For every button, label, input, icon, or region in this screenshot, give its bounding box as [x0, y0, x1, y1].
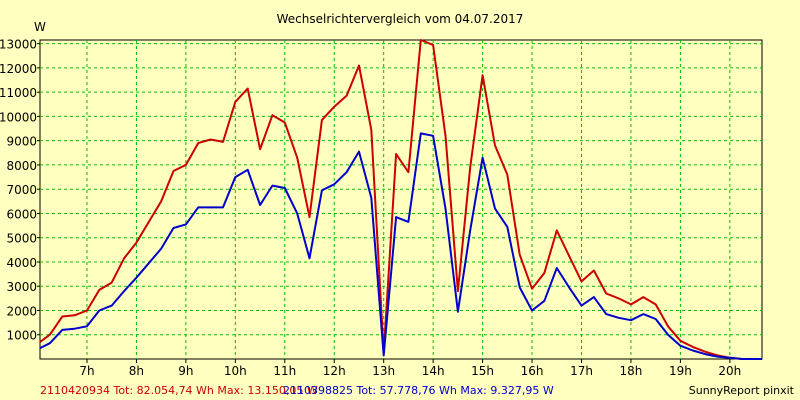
chart-title: Wechselrichtervergleich vom 04.07.2017 — [277, 12, 524, 26]
x-tick-label: 16h — [521, 364, 544, 378]
legend-series-2: 2110398825 Tot: 57.778,76 Wh Max: 9.327,… — [283, 384, 554, 397]
x-tick-label: 15h — [471, 364, 494, 378]
x-tick-label: 18h — [620, 364, 643, 378]
x-tick-label: 19h — [669, 364, 692, 378]
x-tick-label: 9h — [178, 364, 193, 378]
y-tick-label: 13000 — [0, 38, 37, 52]
x-tick-labels: 7h 8h 9h 10h 11h 12h 13h 14h 15h 16h 17h 18h 19h 20h — [79, 364, 741, 378]
y-tick-label: 5000 — [6, 232, 37, 246]
x-tick-label: 7h — [79, 364, 94, 378]
series-line-2 — [39, 132, 762, 360]
legend: 2110420934 Tot: 82.054,74 Wh Max: 13.150… — [0, 381, 800, 400]
series-line-1 — [39, 39, 762, 360]
credit-text: SunnyReport pinxit — [688, 384, 794, 397]
x-tick-label: 17h — [570, 364, 593, 378]
y-tick-label: 6000 — [6, 207, 37, 221]
y-tick-label: 12000 — [0, 62, 37, 76]
y-tick-label: 7000 — [6, 183, 37, 197]
x-tick-label: 20h — [718, 364, 741, 378]
legend-series-1: 2110420934 Tot: 82.054,74 Wh Max: 13.150… — [40, 384, 318, 397]
series-lines — [39, 39, 762, 360]
y-tick-label: 2000 — [6, 304, 37, 318]
x-tick-label: 13h — [372, 364, 395, 378]
y-tick-label: 10000 — [0, 110, 37, 124]
y-axis-label: W — [34, 20, 46, 34]
x-tick-label: 14h — [422, 364, 445, 378]
y-tick-label: 9000 — [6, 135, 37, 149]
x-tick-label: 11h — [273, 364, 296, 378]
y-tick-label: 1000 — [6, 329, 37, 343]
y-tick-label: 8000 — [6, 159, 37, 173]
plot-area — [39, 39, 763, 360]
y-tick-label: 11000 — [0, 86, 37, 100]
y-tick-label: 4000 — [6, 256, 37, 270]
y-tick-labels: 1000 2000 3000 4000 5000 6000 7000 8000 9000 1000… — [0, 38, 37, 343]
y-tick-label: 3000 — [6, 280, 37, 294]
grid — [37, 40, 762, 363]
x-tick-label: 12h — [323, 364, 346, 378]
x-tick-label: 10h — [224, 364, 247, 378]
x-tick-label: 8h — [129, 364, 144, 378]
